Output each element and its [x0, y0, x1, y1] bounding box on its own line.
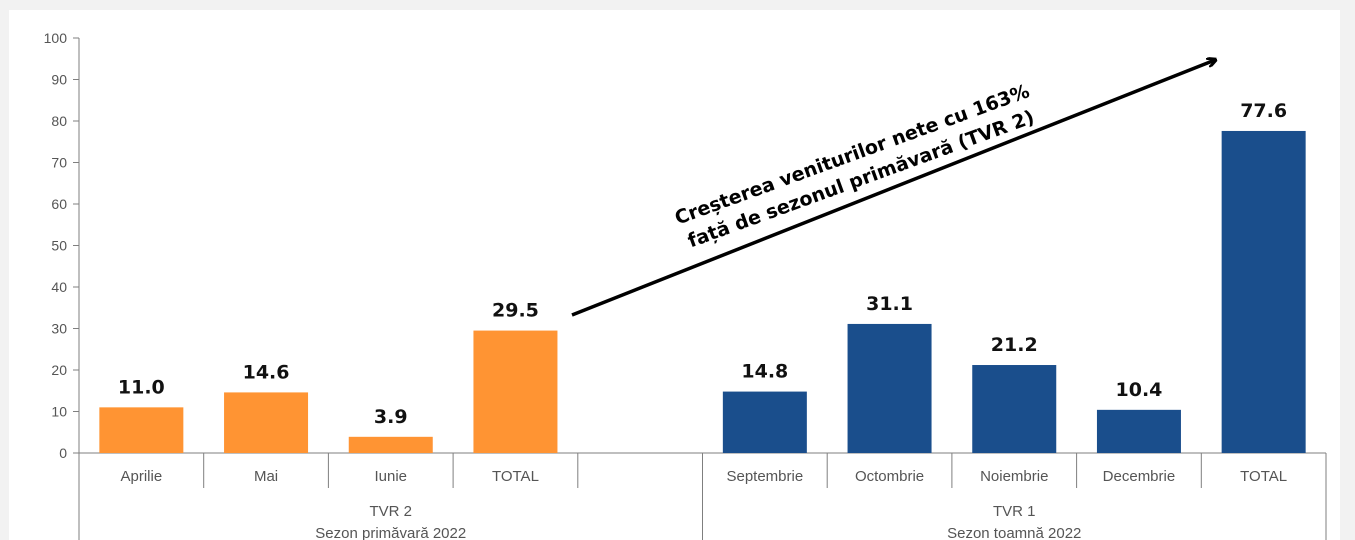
data-label: 29.5	[492, 300, 539, 322]
y-tick-label: 10	[51, 404, 67, 420]
bar-chart: 0 10 20 30 40 50 60 70 80 90 100 TVR 2 Sezon primăva…	[44, 30, 1327, 540]
category-label: Noiembrie	[980, 468, 1048, 485]
annotation-line-2: față de sezonul primăvară (TVR 2)	[685, 106, 1037, 252]
category-label: Decembrie	[1103, 468, 1176, 485]
group-label-channel: TVR 2	[369, 503, 412, 520]
y-tick-label: 100	[44, 30, 68, 46]
data-label: 21.2	[991, 334, 1038, 356]
category-label: Aprilie	[121, 468, 163, 485]
bar	[99, 407, 184, 453]
y-tick-label: 30	[51, 321, 67, 337]
category-label: TOTAL	[1240, 468, 1287, 485]
bar	[1221, 130, 1306, 453]
bar	[722, 391, 807, 453]
category-label: Septembrie	[726, 468, 803, 485]
bar	[847, 323, 932, 453]
y-tick-label: 40	[51, 279, 67, 295]
y-tick-label: 90	[51, 72, 67, 88]
data-label: 3.9	[374, 406, 408, 428]
data-label: 10.4	[1116, 379, 1163, 401]
category-label: Octombrie	[855, 468, 924, 485]
y-tick-label: 60	[51, 196, 67, 212]
data-label: 31.1	[866, 293, 913, 315]
y-tick-label: 70	[51, 155, 67, 171]
bar	[348, 436, 433, 453]
bar	[972, 365, 1057, 453]
bars	[99, 130, 1306, 453]
bar	[224, 392, 309, 453]
y-tick-label: 50	[51, 238, 67, 254]
data-label: 14.8	[741, 361, 788, 383]
y-tick-label: 20	[51, 362, 67, 378]
data-label: 11.0	[118, 376, 165, 398]
axes: 0 10 20 30 40 50 60 70 80 90 100 TVR 2 Sezon primăva…	[44, 30, 1327, 540]
growth-arrow	[571, 60, 1215, 317]
data-labels: 11.0 14.6 3.9 29.5 14.8 31.1 21.2 10.4 77.6	[118, 100, 1287, 428]
y-tick-label: 80	[51, 113, 67, 129]
bar	[473, 330, 558, 453]
growth-annotation: Creșterea veniturilor nete cu 163% față …	[571, 60, 1215, 317]
data-label: 77.6	[1240, 100, 1287, 122]
category-label: TOTAL	[492, 468, 539, 485]
y-tick-label: 0	[59, 445, 67, 461]
data-label: 14.6	[243, 361, 290, 383]
category-label: Mai	[254, 468, 278, 485]
group-label-season: Sezon primăvară 2022	[315, 525, 466, 540]
bar	[1096, 409, 1181, 453]
group-label-channel: TVR 1	[993, 503, 1036, 520]
group-label-season: Sezon toamnă 2022	[947, 525, 1081, 540]
chart-panel: 0 10 20 30 40 50 60 70 80 90 100 TVR 2 Sezon primăva…	[9, 10, 1340, 540]
category-label: Iunie	[374, 468, 407, 485]
